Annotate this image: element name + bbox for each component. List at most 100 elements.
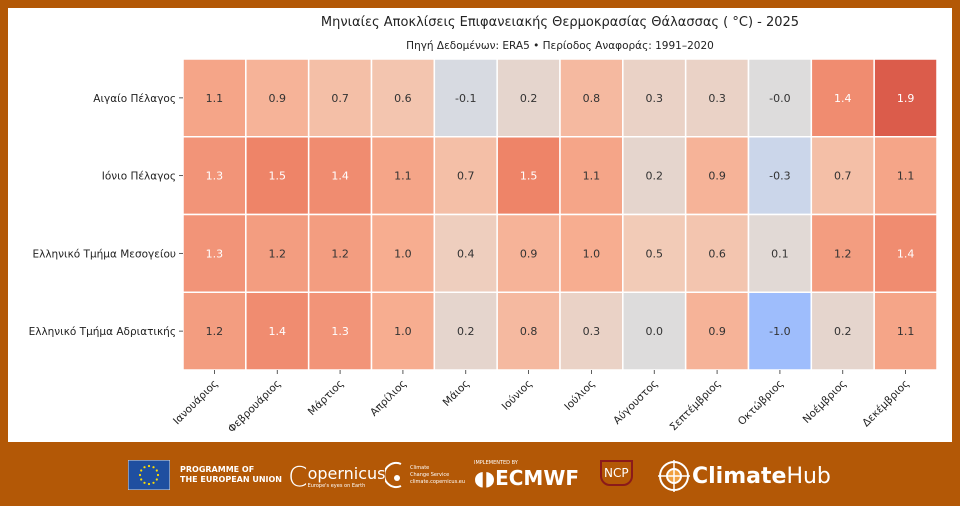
cell-label: -0.3 [769, 170, 790, 183]
cell-label: 0.2 [520, 92, 538, 105]
cell-label: 1.3 [206, 170, 224, 183]
cell-label: 0.3 [583, 325, 601, 338]
heatmap-cell [496, 58, 561, 138]
heatmap-cell [370, 213, 436, 293]
heatmap-cell [873, 58, 938, 138]
cell-label: 0.6 [394, 92, 412, 105]
heatmap-cell [245, 58, 310, 138]
cell-label: 0.7 [457, 170, 475, 183]
cell-label: 1.3 [206, 247, 224, 260]
heatmap-cell [747, 136, 813, 216]
x-tick-label: Μάρτιος [306, 378, 346, 418]
chart-subtitle: Πηγή Δεδομένων: ERA5 • Περίοδος Αναφοράς… [406, 40, 714, 52]
heatmap-cell [622, 136, 687, 216]
cell-label: 1.4 [897, 247, 915, 260]
heatmap-cell [810, 136, 875, 216]
c3s-logo: Climate Change Service climate.copernicu… [385, 460, 465, 490]
heatmap-cell [182, 291, 247, 371]
x-tick-label: Φεβρουάριος [226, 378, 284, 436]
heatmap-cell [245, 291, 310, 371]
climatehub-b: Hub [786, 463, 831, 489]
heatmap-cell [433, 136, 498, 216]
heatmap-cell [182, 213, 247, 293]
cell-label: 1.5 [520, 170, 538, 183]
cell-label: 1.1 [897, 325, 915, 338]
cell-label: 1.1 [394, 170, 412, 183]
x-tick-label: Δεκέμβριος [860, 378, 912, 430]
cell-label: 0.0 [646, 325, 664, 338]
cell-label: 1.4 [269, 325, 287, 338]
c3s-url: climate.copernicus.eu [410, 478, 466, 485]
x-tick-label: Απρίλιος [368, 378, 409, 419]
cell-label: 1.1 [583, 170, 601, 183]
cell-label: 1.2 [269, 247, 287, 260]
c3s-line2: Change Service [410, 471, 450, 478]
heatmap-cell [370, 291, 436, 371]
heatmap-cell [307, 58, 373, 138]
climatehub-a: Climate [692, 463, 787, 489]
copernicus-c: C [288, 460, 308, 493]
x-tick-label: Σεπτέμβριος [667, 378, 723, 434]
heatmap-cell [873, 291, 938, 371]
row-label: Ελληνικό Τμήμα Μεσογείου [32, 248, 176, 260]
cell-label: 1.9 [897, 92, 915, 105]
cell-label: 0.2 [646, 170, 664, 183]
cell-label: 0.3 [708, 92, 726, 105]
x-tick-label: Ιανουάριος [171, 378, 221, 428]
heatmap-cell [307, 136, 373, 216]
cell-label: 0.5 [646, 247, 664, 260]
x-tick-label: Νοέμβριος [801, 378, 849, 426]
cell-label: 0.9 [269, 92, 287, 105]
heatmap-cell [810, 58, 875, 138]
heatmap-cell [370, 136, 436, 216]
cell-label: 1.3 [331, 325, 349, 338]
ecmwf-logo: IMPLEMENTED BY ◖◗ECMWF [474, 460, 579, 490]
cell-label: 0.7 [331, 92, 349, 105]
x-tick-label: Ιούλιος [562, 378, 597, 413]
cell-label: 0.2 [457, 325, 475, 338]
cell-label: 1.5 [269, 170, 287, 183]
climatehub-icon [658, 460, 690, 492]
eu-logo: PROGRAMME OF THE EUROPEAN UNION [128, 460, 282, 490]
eu-flag-icon [128, 460, 170, 490]
x-tick-label: Αύγουστος [611, 378, 660, 427]
heatmap-cell [433, 58, 498, 138]
cell-label: 0.2 [834, 325, 852, 338]
heatmap-cell [747, 291, 813, 371]
cell-label: -0.1 [455, 92, 476, 105]
ncp-text: NCP [600, 460, 633, 486]
chart-title: Μηνιαίες Αποκλίσεις Επιφανειακής Θερμοκρ… [320, 15, 800, 30]
cell-label: 0.9 [708, 170, 726, 183]
heatmap-cell [245, 136, 310, 216]
heatmap-cell [747, 213, 813, 293]
heatmap-cell [307, 213, 373, 293]
ecmwf-label: ECMWF [495, 466, 580, 490]
eu-line1: PROGRAMME OF [180, 465, 255, 474]
c3s-icon [385, 462, 402, 488]
x-tick-label: Οκτώβριος [736, 378, 786, 428]
climatehub-logo: Climate Hub [658, 460, 831, 492]
ncp-logo: NCP [600, 460, 633, 486]
row-label: Ιόνιο Πέλαγος [102, 171, 176, 183]
heatmap-cell [622, 291, 687, 371]
heatmap-cell [684, 136, 750, 216]
heatmap-cell [496, 136, 561, 216]
copernicus-tag: Europe's eyes on Earth [307, 483, 366, 489]
cell-label: 0.9 [520, 247, 538, 260]
cell-label: 1.4 [834, 92, 852, 105]
cell-label: -1.0 [769, 325, 790, 338]
cell-label: 1.1 [206, 92, 224, 105]
cell-label: 0.3 [646, 92, 664, 105]
heatmap-cell [873, 213, 938, 293]
heatmap-cell [245, 213, 310, 293]
heatmap-cell [747, 58, 813, 138]
cell-label: 0.4 [457, 247, 475, 260]
cell-label: 1.0 [394, 247, 412, 260]
cell-label: 1.1 [897, 170, 915, 183]
cell-label: 1.2 [331, 247, 349, 260]
row-label: Αιγαίο Πέλαγος [93, 93, 176, 105]
cell-label: -0.0 [769, 92, 790, 105]
cell-label: 0.8 [520, 325, 538, 338]
heatmap-cell [496, 213, 561, 293]
heatmap-cell [496, 291, 561, 371]
